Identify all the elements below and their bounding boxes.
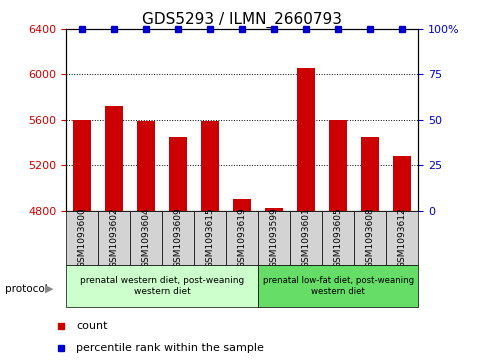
Bar — [258, 211, 289, 265]
Bar — [66, 265, 258, 307]
Bar — [289, 211, 322, 265]
Bar — [353, 211, 386, 265]
Bar — [137, 121, 155, 211]
Bar — [392, 156, 410, 211]
Text: GSM1093608: GSM1093608 — [365, 207, 374, 268]
Bar — [169, 137, 186, 211]
Text: GSM1093612: GSM1093612 — [397, 207, 406, 268]
Text: GSM1093619: GSM1093619 — [237, 207, 246, 268]
Text: GSM1093599: GSM1093599 — [269, 207, 278, 268]
Text: GSM1093600: GSM1093600 — [78, 207, 86, 268]
Text: GSM1093615: GSM1093615 — [205, 207, 214, 268]
Bar — [225, 211, 258, 265]
Bar — [162, 211, 194, 265]
Bar — [328, 120, 346, 211]
Text: prenatal low-fat diet, post-weaning
western diet: prenatal low-fat diet, post-weaning west… — [262, 276, 413, 295]
Bar — [322, 211, 353, 265]
Bar — [105, 106, 122, 211]
Bar — [258, 265, 417, 307]
Bar — [201, 121, 219, 211]
Text: ▶: ▶ — [45, 284, 53, 294]
Bar — [233, 199, 250, 211]
Text: protocol: protocol — [5, 284, 47, 294]
Bar — [130, 211, 162, 265]
Bar — [66, 211, 98, 265]
Bar — [98, 211, 130, 265]
Bar — [73, 120, 91, 211]
Title: GDS5293 / ILMN_2660793: GDS5293 / ILMN_2660793 — [142, 12, 341, 28]
Text: prenatal western diet, post-weaning
western diet: prenatal western diet, post-weaning west… — [80, 276, 244, 295]
Text: GSM1093601: GSM1093601 — [301, 207, 310, 268]
Bar — [386, 211, 417, 265]
Bar — [264, 208, 282, 211]
Text: GSM1093604: GSM1093604 — [141, 207, 150, 268]
Text: GSM1093605: GSM1093605 — [333, 207, 342, 268]
Bar — [194, 211, 225, 265]
Bar — [297, 68, 314, 211]
Text: count: count — [76, 321, 107, 331]
Text: GSM1093602: GSM1093602 — [109, 207, 118, 268]
Bar — [361, 137, 378, 211]
Text: GSM1093609: GSM1093609 — [173, 207, 182, 268]
Text: percentile rank within the sample: percentile rank within the sample — [76, 343, 264, 352]
